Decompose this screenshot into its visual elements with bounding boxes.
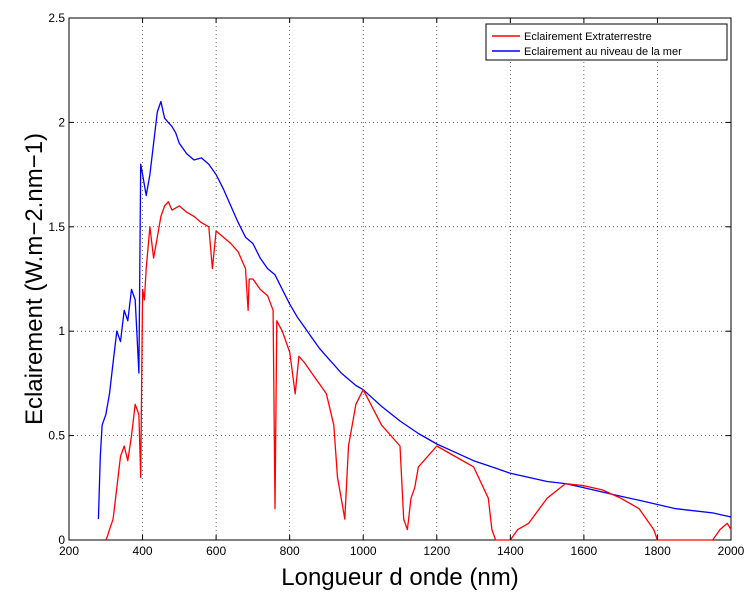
legend-label-sea-level: Eclairement au niveau de la mer bbox=[524, 46, 682, 58]
x-tick-label: 1600 bbox=[571, 544, 598, 558]
x-tick-label: 600 bbox=[206, 544, 226, 558]
x-axis-label: Longueur d onde (nm) bbox=[281, 564, 519, 591]
x-tick-label: 2000 bbox=[718, 544, 745, 558]
legend: Eclairement Extraterrestre Eclairement a… bbox=[486, 24, 727, 60]
y-tick-label: 1 bbox=[58, 324, 65, 338]
y-tick-label: 1.5 bbox=[48, 220, 65, 234]
legend-label-extraterrestre: Eclairement Extraterrestre bbox=[524, 31, 652, 43]
x-tick-label: 1200 bbox=[423, 544, 450, 558]
x-tick-label: 1000 bbox=[350, 544, 377, 558]
y-tick-label: 0 bbox=[58, 533, 65, 547]
plot-area bbox=[69, 18, 731, 540]
y-axis-label: Eclairement (W.m−2.nm−1) bbox=[21, 133, 48, 425]
y-tick-label: 2.5 bbox=[48, 11, 65, 25]
x-tick-label: 1400 bbox=[497, 544, 524, 558]
x-tick-label: 1800 bbox=[644, 544, 671, 558]
x-tick-label: 400 bbox=[133, 544, 153, 558]
x-tick-label: 800 bbox=[280, 544, 300, 558]
y-tick-label: 2 bbox=[58, 115, 65, 129]
y-tick-label: 0.5 bbox=[48, 429, 65, 443]
